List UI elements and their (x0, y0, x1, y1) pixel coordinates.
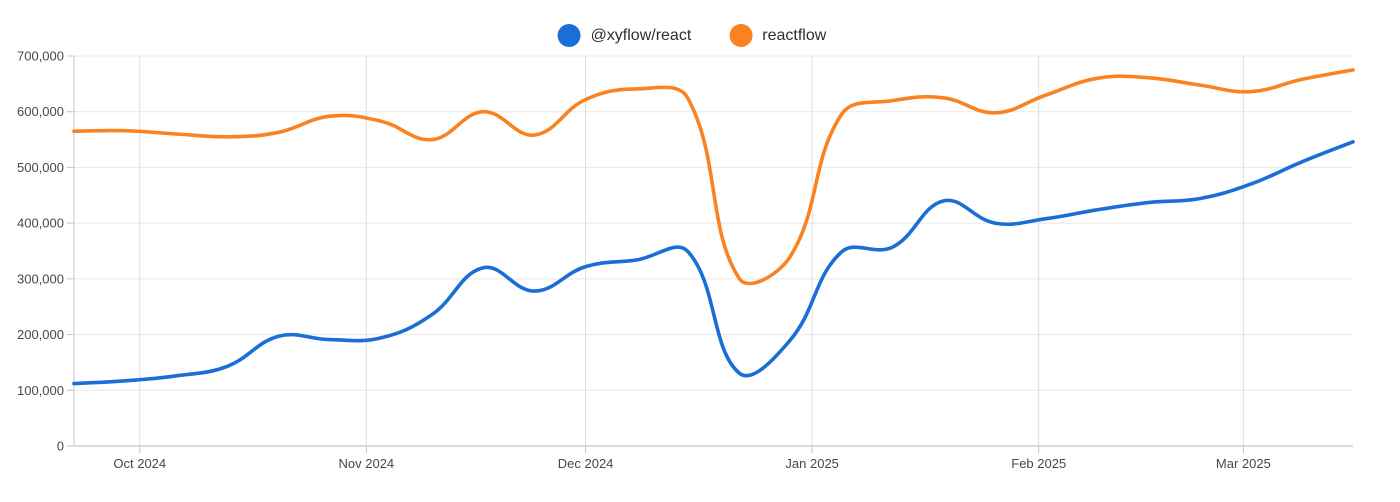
y-tick-label: 400,000 (17, 216, 64, 231)
series-line-xyflow-react[interactable] (72, 140, 1355, 386)
x-tick-label: Mar 2025 (1216, 456, 1271, 471)
legend-label: @xyflow/react (590, 26, 692, 44)
legend-item-xyflow-react[interactable]: @xyflow/react (557, 24, 692, 47)
series-line-reactflow[interactable] (72, 68, 1355, 286)
y-tick-label: 600,000 (17, 104, 64, 119)
chart-legend: @xyflow/react reactflow (557, 24, 826, 47)
y-tick-label: 300,000 (17, 271, 64, 286)
x-tick-label: Feb 2025 (1011, 456, 1066, 471)
x-tick-label: Nov 2024 (339, 456, 395, 471)
x-tick-label: Dec 2024 (558, 456, 614, 471)
series-color-dot-icon (729, 24, 753, 47)
legend-label: reactflow (762, 26, 827, 44)
x-tick-label: Oct 2024 (113, 456, 166, 471)
y-tick-label: 200,000 (17, 327, 64, 342)
legend-item-reactflow[interactable]: reactflow (729, 24, 826, 47)
x-tick-label: Jan 2025 (785, 456, 839, 471)
y-tick-label: 0 (57, 439, 64, 454)
y-tick-label: 100,000 (17, 383, 64, 398)
y-tick-label: 500,000 (17, 160, 64, 175)
y-tick-label: 700,000 (17, 49, 64, 64)
series-color-dot-icon (557, 24, 581, 47)
